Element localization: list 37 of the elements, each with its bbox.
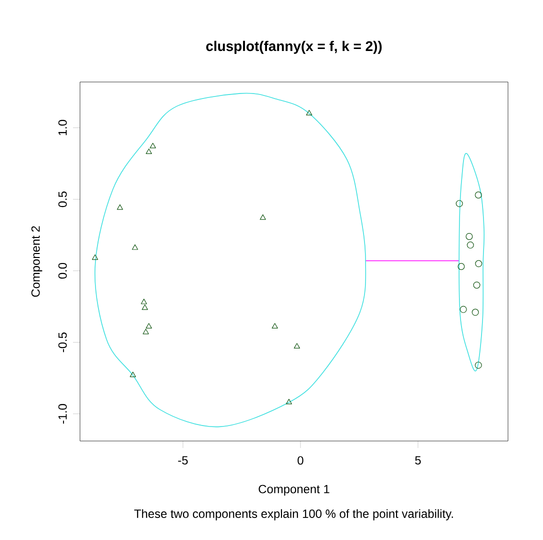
point bbox=[306, 110, 312, 116]
point bbox=[150, 142, 156, 148]
point bbox=[146, 148, 152, 154]
chart-title: clusplot(fanny(x = f, k = 2)) bbox=[206, 40, 382, 54]
y-tick-label: -1.0 bbox=[58, 404, 67, 424]
point bbox=[132, 244, 138, 250]
point bbox=[92, 254, 98, 260]
point bbox=[475, 260, 482, 268]
x-tick-label: -5 bbox=[178, 456, 188, 465]
point bbox=[142, 328, 149, 334]
x-axis-title: Component 1 bbox=[258, 484, 330, 496]
x-tick-label: 5 bbox=[415, 456, 421, 465]
point bbox=[460, 306, 467, 313]
point bbox=[474, 362, 482, 369]
y-axis-title: Component 2 bbox=[31, 226, 42, 297]
point bbox=[116, 204, 124, 210]
point bbox=[260, 214, 266, 220]
point bbox=[466, 232, 473, 240]
point bbox=[474, 191, 482, 198]
point bbox=[286, 398, 292, 404]
y-tick-label: -0.5 bbox=[58, 332, 67, 352]
point bbox=[272, 323, 278, 328]
y-tick-label: 0.5 bbox=[58, 191, 67, 208]
point bbox=[142, 304, 148, 310]
x-tick-label: 0 bbox=[298, 456, 304, 465]
point bbox=[294, 343, 300, 349]
point bbox=[473, 282, 480, 289]
point bbox=[472, 308, 479, 316]
point bbox=[456, 200, 463, 208]
y-tick-label: 0.0 bbox=[58, 262, 67, 279]
text: These two components explain 100 % of the point variability. bbox=[134, 509, 453, 520]
y-tick-label: 1.0 bbox=[58, 120, 67, 136]
point bbox=[458, 263, 465, 270]
point bbox=[146, 323, 152, 328]
point bbox=[130, 372, 136, 378]
point bbox=[140, 298, 147, 304]
point bbox=[466, 242, 474, 249]
